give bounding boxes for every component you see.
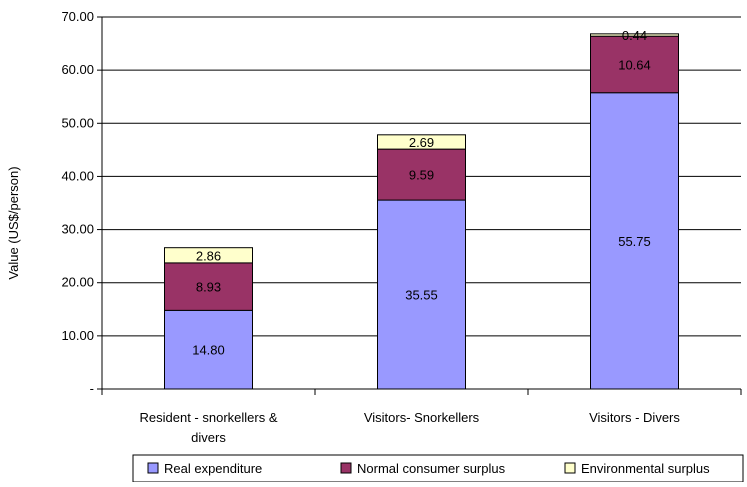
y-tick-label: 40.00 — [61, 168, 94, 183]
legend-swatch — [564, 462, 576, 474]
data-labels: 14.80 8.93 2.86 35.55 9.59 2.69 55.75 10.64 0.44 — [192, 28, 651, 358]
y-tick-label: 70.00 — [61, 9, 94, 24]
data-label: 14.80 — [192, 343, 225, 358]
bar-segment — [164, 247, 253, 264]
data-label: 55.75 — [618, 234, 651, 249]
y-axis-label: Value (US$/person) — [6, 166, 21, 279]
legend-box — [132, 454, 744, 483]
axes: - 10.00 20.00 30.00 40.00 50.00 60.00 70.00 Resi… — [61, 9, 742, 445]
legend-entry: Environmental surplus — [581, 461, 710, 476]
data-label: 10.64 — [618, 57, 651, 72]
data-label: 2.69 — [409, 135, 434, 150]
bar-segment — [590, 35, 679, 94]
y-tick-label: 50.00 — [61, 115, 94, 130]
legend-entry: Normal consumer surplus — [357, 461, 506, 476]
legend-entry: Real expenditure — [164, 461, 262, 476]
bar-segment — [590, 92, 679, 390]
bar-segment — [377, 148, 466, 201]
y-tick-label: 60.00 — [61, 62, 94, 77]
legend-swatch — [147, 462, 159, 474]
x-tick-label: Visitors - Divers — [589, 410, 680, 425]
data-label: 35.55 — [405, 288, 438, 303]
x-tick-label: Visitors- Snorkellers — [364, 410, 480, 425]
x-tick-label: Resident - snorkellers & — [140, 410, 278, 425]
data-label: 2.86 — [196, 248, 221, 263]
bars — [164, 33, 679, 390]
bar-segment — [590, 33, 679, 37]
bar-segment — [164, 262, 253, 311]
y-tick-label: 30.00 — [61, 222, 94, 237]
y-tick-label: 10.00 — [61, 328, 94, 343]
x-tick-label: divers — [191, 430, 226, 445]
bar-segment — [377, 134, 466, 150]
data-label: 0.44 — [622, 28, 647, 43]
y-tick-label: 20.00 — [61, 275, 94, 290]
data-label: 8.93 — [196, 280, 221, 295]
data-label: 9.59 — [409, 168, 434, 183]
legend: Real expenditure Normal consumer surplus E… — [132, 454, 744, 483]
legend-swatch — [340, 462, 352, 474]
y-tick-label: - — [90, 381, 94, 396]
